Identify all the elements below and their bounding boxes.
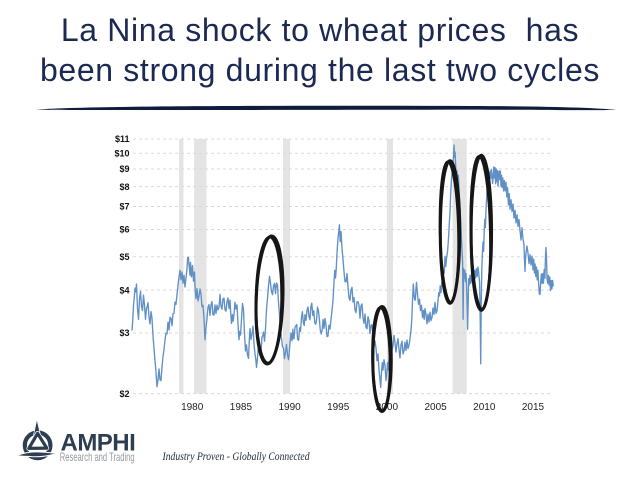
svg-text:1985: 1985 [230,402,253,413]
svg-text:$8: $8 [119,182,129,192]
svg-text:$10: $10 [114,149,129,159]
svg-text:1980: 1980 [181,402,204,413]
svg-text:$9: $9 [119,164,129,174]
svg-text:$7: $7 [119,202,129,212]
svg-text:$2: $2 [119,389,129,399]
svg-text:AMPHI: AMPHI [61,430,136,457]
svg-text:2015: 2015 [522,402,545,413]
svg-text:$6: $6 [119,225,129,235]
svg-text:2010: 2010 [473,402,496,413]
svg-text:2005: 2005 [424,402,447,413]
svg-text:$3: $3 [119,328,129,338]
svg-text:Industry Proven - Globally Con: Industry Proven - Globally Connected [162,449,311,463]
svg-text:$5: $5 [119,252,129,262]
svg-text:$11: $11 [115,134,130,144]
svg-text:Research and Trading: Research and Trading [60,450,135,464]
svg-text:$4: $4 [119,285,129,295]
svg-text:1995: 1995 [327,402,350,413]
svg-text:1990: 1990 [278,402,301,413]
